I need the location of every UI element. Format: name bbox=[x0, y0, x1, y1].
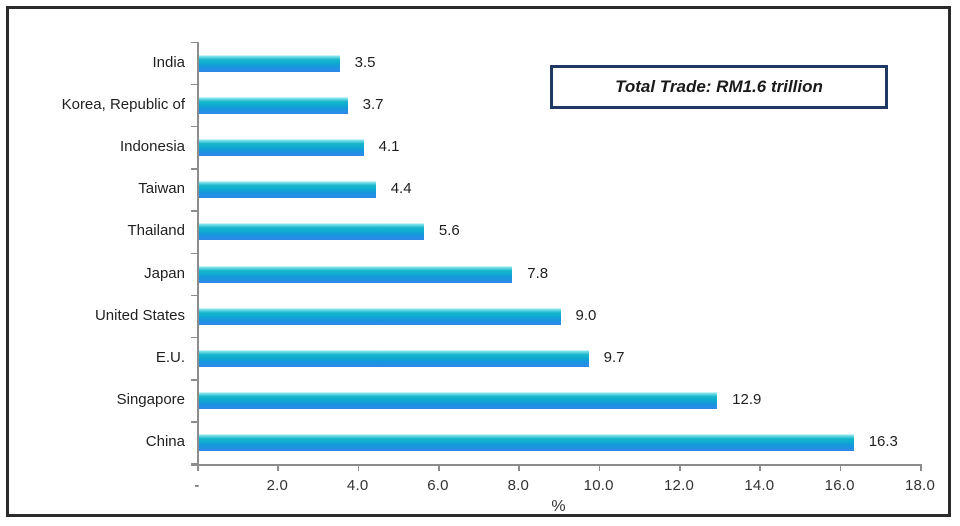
value-label: 4.1 bbox=[378, 138, 400, 155]
x-axis-tick-label: 10.0 bbox=[583, 477, 614, 494]
x-axis-title: % bbox=[551, 498, 566, 515]
x-axis-tick bbox=[197, 466, 199, 471]
category-label: Singapore bbox=[116, 391, 185, 409]
value-label: 4.4 bbox=[390, 180, 412, 198]
x-axis-line bbox=[191, 464, 922, 466]
value-label: 3.5 bbox=[354, 53, 376, 71]
bar-indonesia bbox=[199, 139, 364, 156]
y-axis-tick bbox=[191, 252, 197, 254]
value-label: 7.8 bbox=[527, 264, 549, 282]
x-axis-tick bbox=[598, 466, 601, 471]
x-axis-tick-label: 18.0 bbox=[905, 477, 935, 494]
x-axis-tick bbox=[277, 466, 279, 471]
value-label: 16.3 bbox=[868, 433, 898, 451]
trade-share-bar-chart: India 3.5 Korea, Republic of 3.7 Indonesia 4.… bbox=[9, 9, 948, 515]
value-label: 3.7 bbox=[362, 95, 384, 113]
y-axis-tick bbox=[191, 336, 197, 339]
y-axis-tick bbox=[191, 210, 197, 212]
value-label: 5.6 bbox=[438, 222, 460, 240]
y-axis-tick bbox=[191, 125, 197, 128]
bar-thailand bbox=[199, 223, 424, 241]
x-axis-tick bbox=[357, 466, 360, 471]
y-axis-tick bbox=[191, 421, 197, 423]
x-axis-tick bbox=[679, 466, 681, 471]
x-axis-tick-label: 6.0 bbox=[427, 477, 449, 494]
x-axis-tick-label: 4.0 bbox=[346, 477, 369, 494]
bar-e-u bbox=[199, 350, 589, 367]
x-axis-tick-label: 14.0 bbox=[744, 477, 775, 494]
category-label: United States bbox=[94, 306, 185, 324]
bar-korea-republic-of bbox=[199, 96, 348, 114]
value-label: 9.7 bbox=[603, 349, 625, 366]
x-axis-tick bbox=[438, 466, 440, 471]
y-axis-tick bbox=[191, 83, 197, 86]
category-label: Japan bbox=[144, 264, 185, 282]
x-axis-tick bbox=[518, 466, 520, 471]
y-axis-line bbox=[197, 42, 199, 465]
category-label: Korea, Republic of bbox=[61, 95, 185, 113]
value-label: 12.9 bbox=[732, 391, 762, 409]
y-axis-tick bbox=[191, 463, 197, 465]
y-axis-tick bbox=[191, 168, 197, 170]
annotation-box: Total Trade: RM1.6 trillion bbox=[550, 65, 888, 109]
category-label: Thailand bbox=[127, 222, 185, 240]
bar-china bbox=[199, 434, 854, 452]
category-label: China bbox=[145, 433, 185, 451]
bar-japan bbox=[199, 265, 513, 283]
x-axis-tick-label: 8.0 bbox=[507, 477, 530, 494]
chart-frame: India 3.5 Korea, Republic of 3.7 Indonesia 4.… bbox=[6, 6, 951, 517]
x-axis-tick bbox=[759, 466, 761, 471]
bar-singapore bbox=[199, 392, 718, 410]
category-label: Indonesia bbox=[119, 138, 185, 155]
x-axis-tick-label: 12.0 bbox=[664, 477, 694, 494]
value-label: 9.0 bbox=[575, 306, 597, 324]
category-label: E.U. bbox=[155, 349, 185, 366]
y-axis-tick bbox=[191, 294, 197, 297]
y-axis-tick bbox=[191, 41, 197, 43]
bar-india bbox=[199, 54, 340, 72]
y-axis-tick bbox=[191, 379, 197, 381]
category-label: India bbox=[152, 53, 185, 71]
x-axis-tick-label: 16.0 bbox=[824, 477, 855, 494]
x-axis-tick-label: 2.0 bbox=[266, 477, 289, 494]
bar-taiwan bbox=[199, 181, 376, 199]
x-axis-tick bbox=[920, 466, 922, 471]
category-label: Taiwan bbox=[138, 180, 185, 198]
bar-united-states bbox=[199, 307, 561, 325]
x-axis-tick bbox=[839, 466, 842, 471]
x-axis-tick-label: - bbox=[194, 477, 200, 494]
annotation-text: Total Trade: RM1.6 trillion bbox=[615, 77, 823, 96]
